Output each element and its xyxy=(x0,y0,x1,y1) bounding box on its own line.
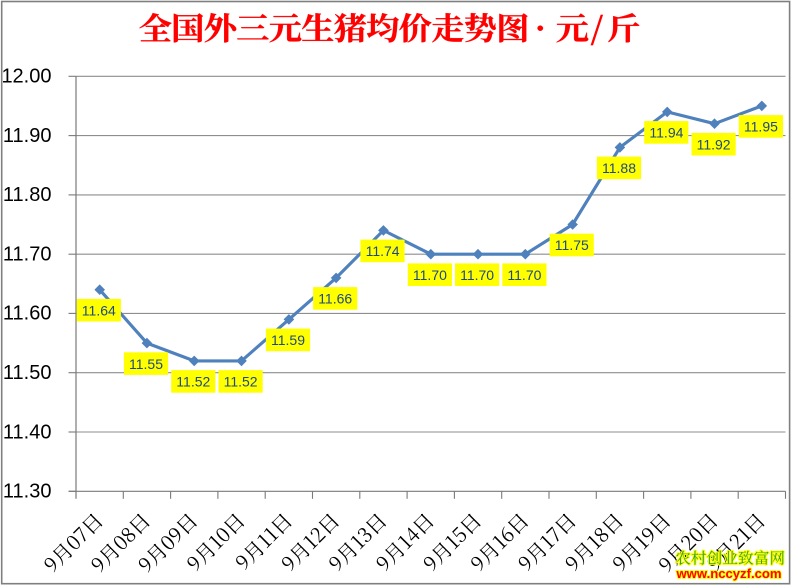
svg-text:11.52: 11.52 xyxy=(224,374,258,390)
svg-text:11.30: 11.30 xyxy=(3,481,52,503)
svg-text:11.94: 11.94 xyxy=(649,125,683,141)
svg-text:11.70: 11.70 xyxy=(460,267,494,283)
svg-text:12.00: 12.00 xyxy=(1,66,51,88)
svg-text:11.52: 11.52 xyxy=(176,374,210,390)
svg-text:11.75: 11.75 xyxy=(555,237,589,253)
svg-text:11.95: 11.95 xyxy=(744,119,778,135)
svg-text:www.nccyzf.com: www.nccyzf.com xyxy=(676,566,782,581)
svg-text:11.88: 11.88 xyxy=(602,160,636,176)
svg-text:11.64: 11.64 xyxy=(82,302,116,318)
svg-text:11.70: 11.70 xyxy=(413,267,447,283)
svg-text:11.70: 11.70 xyxy=(507,267,541,283)
svg-text:11.74: 11.74 xyxy=(366,243,400,259)
svg-text:11.92: 11.92 xyxy=(697,136,731,152)
svg-text:11.40: 11.40 xyxy=(3,421,52,443)
svg-text:11.60: 11.60 xyxy=(3,303,52,325)
svg-text:11.66: 11.66 xyxy=(318,291,352,307)
svg-text:11.59: 11.59 xyxy=(271,332,305,348)
svg-text:11.70: 11.70 xyxy=(3,244,52,266)
svg-text:11.90: 11.90 xyxy=(3,125,52,147)
svg-text:11.55: 11.55 xyxy=(129,356,163,372)
svg-text:11.80: 11.80 xyxy=(3,184,52,206)
svg-text:11.50: 11.50 xyxy=(3,362,52,384)
